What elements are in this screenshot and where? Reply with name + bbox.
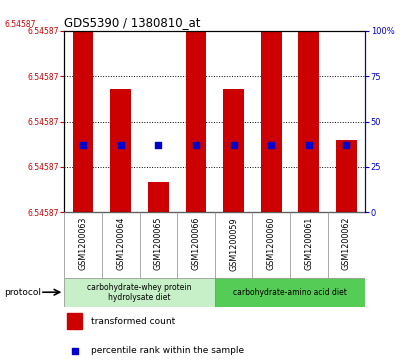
Bar (73, 31, 93, 212)
Bar (223, 89, 244, 212)
Text: GSM1200060: GSM1200060 (267, 217, 276, 270)
Text: GSM1200061: GSM1200061 (304, 217, 313, 270)
Bar (186, 31, 206, 212)
Bar (336, 140, 357, 212)
Point (268, 142, 274, 148)
Bar (64, 278, 215, 307)
Point (305, 142, 312, 148)
Bar (298, 31, 319, 212)
Text: 6.54587: 6.54587 (4, 20, 36, 29)
Bar (67, 314, 82, 329)
Point (71, 348, 78, 354)
Bar (261, 31, 281, 212)
Bar (215, 278, 365, 307)
Text: percentile rank within the sample: percentile rank within the sample (91, 346, 244, 355)
Point (193, 142, 199, 148)
Point (343, 142, 350, 148)
Text: protocol: protocol (4, 288, 41, 297)
Point (155, 142, 162, 148)
Text: GSM1200065: GSM1200065 (154, 217, 163, 270)
Text: carbohydrate-whey protein
hydrolysate diet: carbohydrate-whey protein hydrolysate di… (87, 282, 192, 302)
Bar (110, 89, 131, 212)
Text: GSM1200062: GSM1200062 (342, 217, 351, 270)
Text: GSM1200059: GSM1200059 (229, 217, 238, 270)
Text: GSM1200064: GSM1200064 (116, 217, 125, 270)
Point (80, 142, 86, 148)
Text: GSM1200066: GSM1200066 (191, 217, 200, 270)
Text: carbohydrate-amino acid diet: carbohydrate-amino acid diet (233, 288, 347, 297)
Text: GSM1200063: GSM1200063 (78, 217, 88, 270)
Bar (148, 182, 168, 212)
Point (230, 142, 237, 148)
Text: transformed count: transformed count (91, 317, 176, 326)
Text: GDS5390 / 1380810_at: GDS5390 / 1380810_at (64, 16, 201, 29)
Point (117, 142, 124, 148)
